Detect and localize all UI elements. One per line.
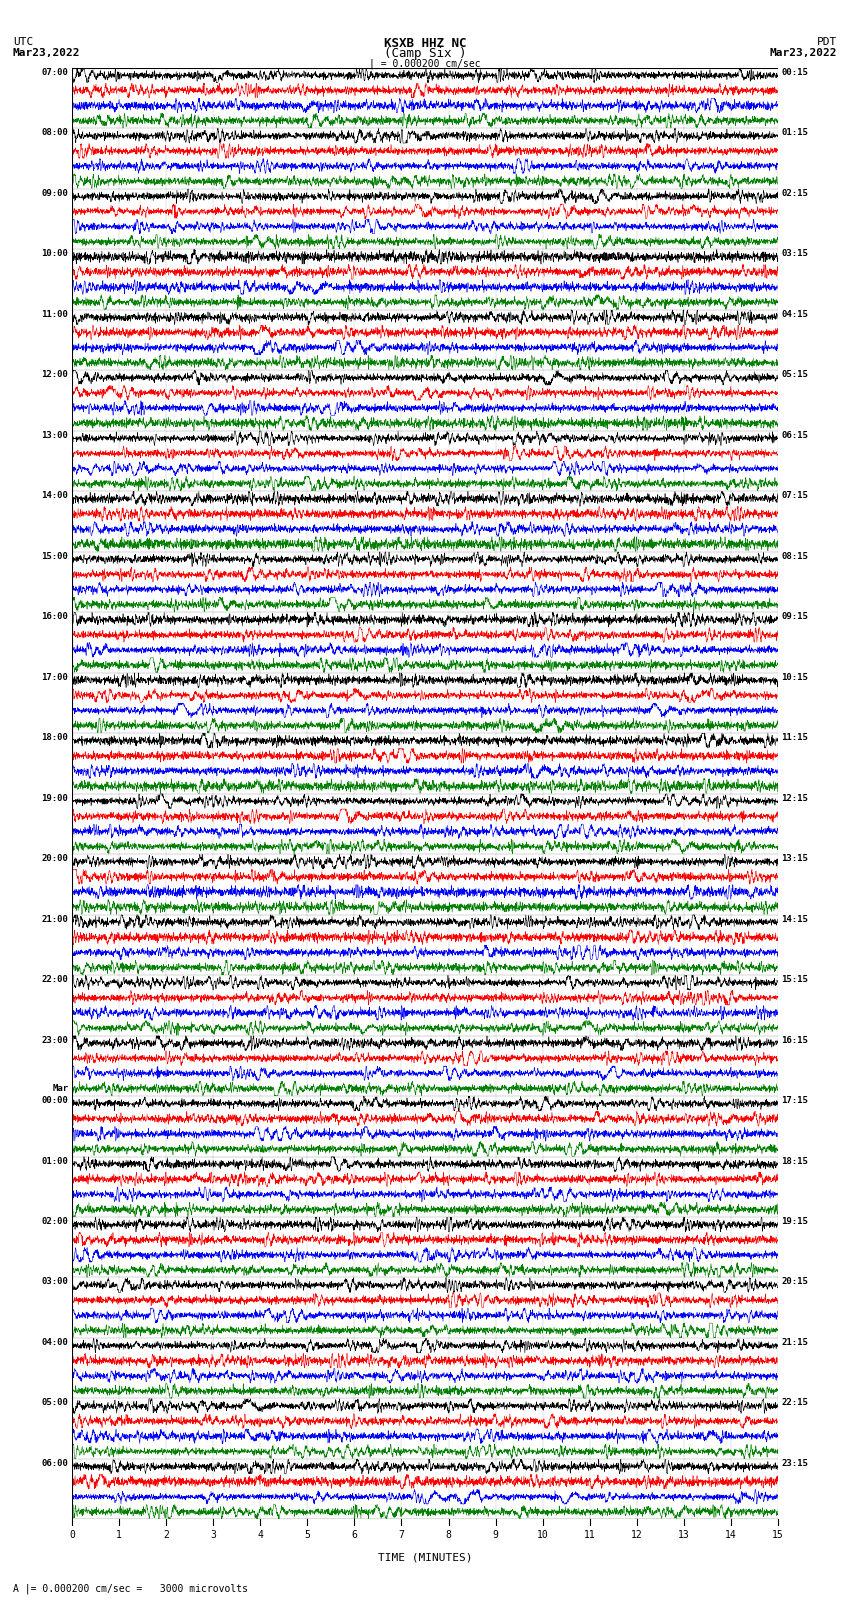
Text: 11: 11 bbox=[584, 1531, 596, 1540]
Text: 15: 15 bbox=[772, 1531, 784, 1540]
Text: KSXB HHZ NC: KSXB HHZ NC bbox=[383, 37, 467, 50]
Text: 10:15: 10:15 bbox=[781, 673, 808, 682]
Text: 22:15: 22:15 bbox=[781, 1398, 808, 1408]
Text: 9: 9 bbox=[493, 1531, 498, 1540]
Text: 17:15: 17:15 bbox=[781, 1097, 808, 1105]
Text: 2: 2 bbox=[163, 1531, 169, 1540]
Text: 18:15: 18:15 bbox=[781, 1157, 808, 1166]
Text: PDT: PDT bbox=[817, 37, 837, 47]
Text: 21:15: 21:15 bbox=[781, 1337, 808, 1347]
Text: 20:15: 20:15 bbox=[781, 1277, 808, 1287]
Text: 13:15: 13:15 bbox=[781, 855, 808, 863]
Text: 3: 3 bbox=[211, 1531, 216, 1540]
Text: 18:00: 18:00 bbox=[42, 732, 69, 742]
Text: 01:15: 01:15 bbox=[781, 129, 808, 137]
Text: 14:15: 14:15 bbox=[781, 915, 808, 924]
Text: 07:00: 07:00 bbox=[42, 68, 69, 77]
Text: 06:00: 06:00 bbox=[42, 1458, 69, 1468]
Text: 8: 8 bbox=[445, 1531, 451, 1540]
Text: 02:15: 02:15 bbox=[781, 189, 808, 198]
Text: 17:00: 17:00 bbox=[42, 673, 69, 682]
Text: Mar23,2022: Mar23,2022 bbox=[13, 48, 80, 58]
Text: 1: 1 bbox=[116, 1531, 122, 1540]
Text: (Camp Six ): (Camp Six ) bbox=[383, 47, 467, 60]
Text: 05:00: 05:00 bbox=[42, 1398, 69, 1408]
Text: 06:15: 06:15 bbox=[781, 431, 808, 440]
Text: TIME (MINUTES): TIME (MINUTES) bbox=[377, 1553, 473, 1563]
Text: 7: 7 bbox=[399, 1531, 405, 1540]
Text: A |= 0.000200 cm/sec =   3000 microvolts: A |= 0.000200 cm/sec = 3000 microvolts bbox=[13, 1582, 247, 1594]
Text: 12:00: 12:00 bbox=[42, 371, 69, 379]
Text: 04:15: 04:15 bbox=[781, 310, 808, 319]
Text: 13:00: 13:00 bbox=[42, 431, 69, 440]
Text: 22:00: 22:00 bbox=[42, 974, 69, 984]
Text: 04:00: 04:00 bbox=[42, 1337, 69, 1347]
Text: Mar: Mar bbox=[53, 1084, 69, 1094]
Text: | = 0.000200 cm/sec: | = 0.000200 cm/sec bbox=[369, 58, 481, 69]
Text: 03:15: 03:15 bbox=[781, 250, 808, 258]
Text: 10:00: 10:00 bbox=[42, 250, 69, 258]
Text: 19:00: 19:00 bbox=[42, 794, 69, 803]
Text: 12:15: 12:15 bbox=[781, 794, 808, 803]
Text: 01:00: 01:00 bbox=[42, 1157, 69, 1166]
Text: 15:00: 15:00 bbox=[42, 552, 69, 561]
Text: 23:00: 23:00 bbox=[42, 1036, 69, 1045]
Text: 07:15: 07:15 bbox=[781, 490, 808, 500]
Text: 19:15: 19:15 bbox=[781, 1216, 808, 1226]
Text: 08:00: 08:00 bbox=[42, 129, 69, 137]
Text: 14:00: 14:00 bbox=[42, 490, 69, 500]
Text: 02:00: 02:00 bbox=[42, 1216, 69, 1226]
Text: 5: 5 bbox=[304, 1531, 310, 1540]
Text: 16:00: 16:00 bbox=[42, 613, 69, 621]
Text: 20:00: 20:00 bbox=[42, 855, 69, 863]
Text: 12: 12 bbox=[631, 1531, 643, 1540]
Text: 09:00: 09:00 bbox=[42, 189, 69, 198]
Text: 6: 6 bbox=[352, 1531, 357, 1540]
Text: 00:00: 00:00 bbox=[42, 1097, 69, 1105]
Text: 4: 4 bbox=[258, 1531, 264, 1540]
Text: 0: 0 bbox=[70, 1531, 75, 1540]
Text: 21:00: 21:00 bbox=[42, 915, 69, 924]
Text: 05:15: 05:15 bbox=[781, 371, 808, 379]
Text: 11:00: 11:00 bbox=[42, 310, 69, 319]
Text: 11:15: 11:15 bbox=[781, 732, 808, 742]
Text: 13: 13 bbox=[677, 1531, 689, 1540]
Text: 00:15: 00:15 bbox=[781, 68, 808, 77]
Text: Mar23,2022: Mar23,2022 bbox=[770, 48, 837, 58]
Text: 16:15: 16:15 bbox=[781, 1036, 808, 1045]
Text: 10: 10 bbox=[536, 1531, 548, 1540]
Text: 15:15: 15:15 bbox=[781, 974, 808, 984]
Text: UTC: UTC bbox=[13, 37, 33, 47]
Text: 03:00: 03:00 bbox=[42, 1277, 69, 1287]
Text: 23:15: 23:15 bbox=[781, 1458, 808, 1468]
Text: 14: 14 bbox=[725, 1531, 737, 1540]
Text: 08:15: 08:15 bbox=[781, 552, 808, 561]
Text: 09:15: 09:15 bbox=[781, 613, 808, 621]
